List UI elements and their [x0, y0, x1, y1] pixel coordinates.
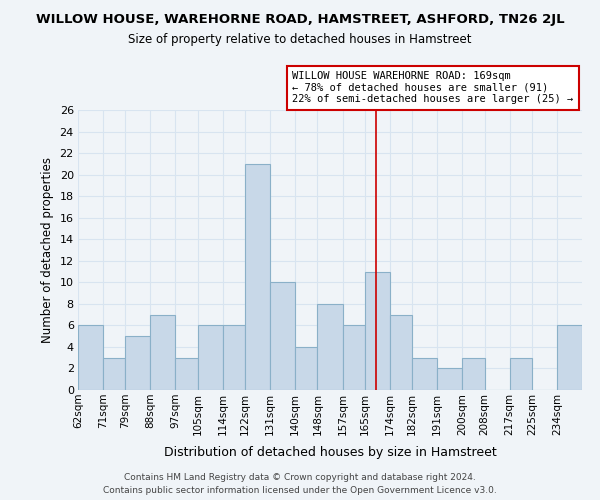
Text: Contains HM Land Registry data © Crown copyright and database right 2024.
Contai: Contains HM Land Registry data © Crown c…: [103, 474, 497, 495]
Bar: [198, 326, 223, 390]
Bar: [509, 358, 532, 390]
Bar: [270, 282, 295, 390]
Bar: [365, 272, 390, 390]
Bar: [245, 164, 270, 390]
Bar: [390, 314, 412, 390]
Bar: [125, 336, 151, 390]
Bar: [223, 326, 245, 390]
Bar: [437, 368, 462, 390]
X-axis label: Distribution of detached houses by size in Hamstreet: Distribution of detached houses by size …: [164, 446, 496, 459]
Text: WILLOW HOUSE, WAREHORNE ROAD, HAMSTREET, ASHFORD, TN26 2JL: WILLOW HOUSE, WAREHORNE ROAD, HAMSTREET,…: [35, 12, 565, 26]
Bar: [412, 358, 437, 390]
Y-axis label: Number of detached properties: Number of detached properties: [41, 157, 54, 343]
Bar: [103, 358, 125, 390]
Bar: [343, 326, 365, 390]
Bar: [78, 326, 103, 390]
Bar: [151, 314, 175, 390]
Text: WILLOW HOUSE WAREHORNE ROAD: 169sqm
← 78% of detached houses are smaller (91)
22: WILLOW HOUSE WAREHORNE ROAD: 169sqm ← 78…: [292, 71, 574, 104]
Bar: [295, 347, 317, 390]
Bar: [557, 326, 582, 390]
Bar: [317, 304, 343, 390]
Bar: [175, 358, 198, 390]
Text: Size of property relative to detached houses in Hamstreet: Size of property relative to detached ho…: [128, 32, 472, 46]
Bar: [462, 358, 485, 390]
